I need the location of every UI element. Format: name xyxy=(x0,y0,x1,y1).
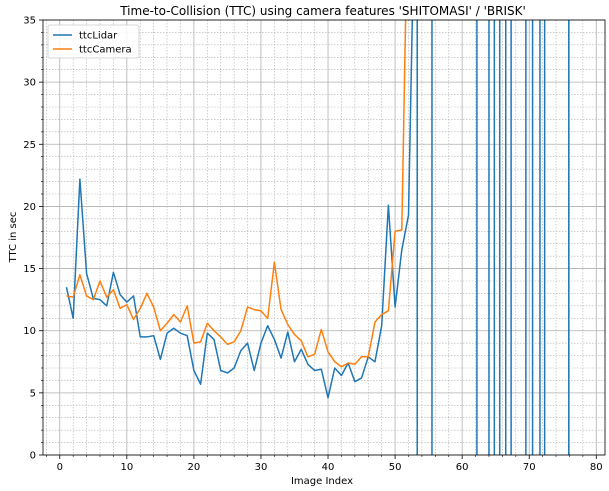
grid xyxy=(43,19,605,456)
x-tick-label: 0 xyxy=(57,462,63,473)
y-tick-label: 25 xyxy=(23,140,36,151)
x-tick-label: 50 xyxy=(389,462,402,473)
y-tick-label: 5 xyxy=(30,388,36,399)
series-group xyxy=(65,20,570,455)
x-tick-label: 70 xyxy=(523,462,536,473)
y-axis-label: TTC in sec xyxy=(8,212,19,264)
y-tick-label: 15 xyxy=(23,264,36,275)
x-tick-label: 40 xyxy=(322,462,335,473)
y-tick-label: 35 xyxy=(23,16,36,27)
legend: ttcLidar ttcCamera xyxy=(47,24,140,59)
y-tick-label: 10 xyxy=(23,326,36,337)
x-tick-label: 20 xyxy=(188,462,201,473)
axes-frame xyxy=(42,19,606,456)
y-tick-label: 20 xyxy=(23,202,36,213)
plot-area xyxy=(65,20,570,455)
x-tick-label: 80 xyxy=(590,462,603,473)
series-line-ttcLidar xyxy=(65,20,414,399)
x-tick-label: 10 xyxy=(120,462,133,473)
legend-label-ttcLidar: ttcLidar xyxy=(79,31,118,42)
y-tick-label: 0 xyxy=(30,451,36,462)
series-line-ttcCamera xyxy=(66,20,407,368)
legend-label-ttcCamera: ttcCamera xyxy=(79,45,132,56)
axis-ticks: 0 10 20 30 40 50 60 70 80 0 5 10 15 20 25 30 35 xyxy=(23,16,602,474)
x-axis-label: Image Index xyxy=(291,476,353,487)
y-tick-label: 30 xyxy=(23,78,36,89)
x-tick-label: 60 xyxy=(456,462,469,473)
x-tick-label: 30 xyxy=(255,462,268,473)
chart-title: Time-to-Collision (TTC) using camera fea… xyxy=(119,4,526,18)
